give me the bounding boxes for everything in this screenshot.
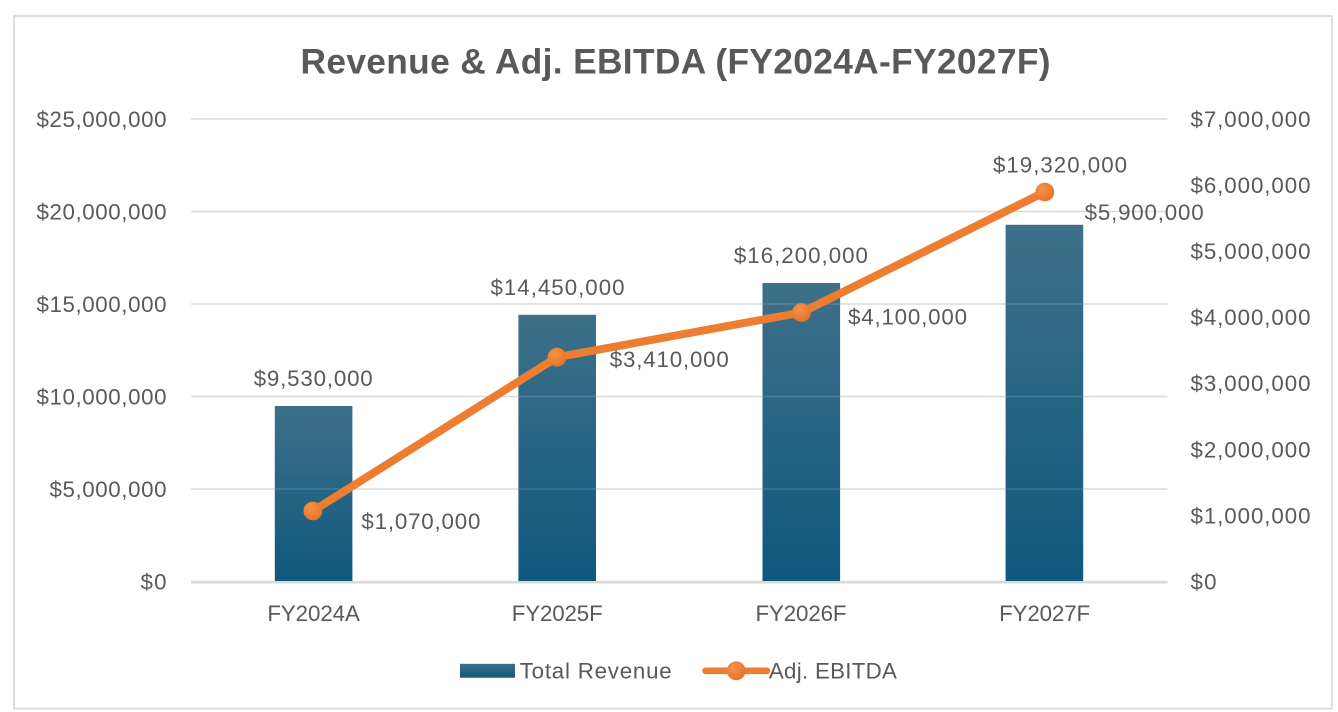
svg-text:FY2027F: FY2027F [999, 601, 1090, 626]
svg-text:$20,000,000: $20,000,000 [37, 199, 167, 224]
svg-text:$2,000,000: $2,000,000 [1191, 437, 1311, 462]
svg-text:Adj. EBITDA: Adj. EBITDA [769, 659, 897, 684]
svg-text:$10,000,000: $10,000,000 [37, 384, 167, 409]
svg-text:$19,320,000: $19,320,000 [993, 152, 1127, 177]
svg-text:FY2024A: FY2024A [267, 601, 360, 626]
svg-text:$25,000,000: $25,000,000 [37, 107, 167, 132]
svg-text:$1,000,000: $1,000,000 [1191, 503, 1311, 528]
svg-text:$3,410,000: $3,410,000 [610, 347, 729, 372]
svg-text:FY2025F: FY2025F [512, 601, 603, 626]
svg-text:$3,000,000: $3,000,000 [1191, 371, 1311, 396]
svg-text:$6,000,000: $6,000,000 [1191, 173, 1311, 198]
svg-text:Revenue & Adj. EBITDA (FY2024A: Revenue & Adj. EBITDA (FY2024A-FY2027F) [301, 43, 1051, 82]
svg-text:$7,000,000: $7,000,000 [1191, 107, 1311, 132]
svg-text:$14,450,000: $14,450,000 [491, 275, 625, 300]
svg-text:$5,000,000: $5,000,000 [50, 477, 167, 502]
svg-text:$16,200,000: $16,200,000 [734, 243, 868, 268]
svg-text:$1,070,000: $1,070,000 [361, 509, 480, 534]
svg-text:$5,900,000: $5,900,000 [1085, 200, 1204, 225]
svg-text:$5,000,000: $5,000,000 [1191, 239, 1311, 264]
svg-text:$4,000,000: $4,000,000 [1191, 305, 1311, 330]
svg-text:$9,530,000: $9,530,000 [254, 366, 373, 391]
svg-text:$0: $0 [141, 569, 167, 594]
svg-text:Total Revenue: Total Revenue [520, 659, 672, 684]
svg-text:FY2026F: FY2026F [756, 601, 847, 626]
svg-text:$15,000,000: $15,000,000 [37, 292, 167, 317]
svg-text:$0: $0 [1191, 569, 1217, 594]
svg-text:$4,100,000: $4,100,000 [848, 304, 967, 329]
